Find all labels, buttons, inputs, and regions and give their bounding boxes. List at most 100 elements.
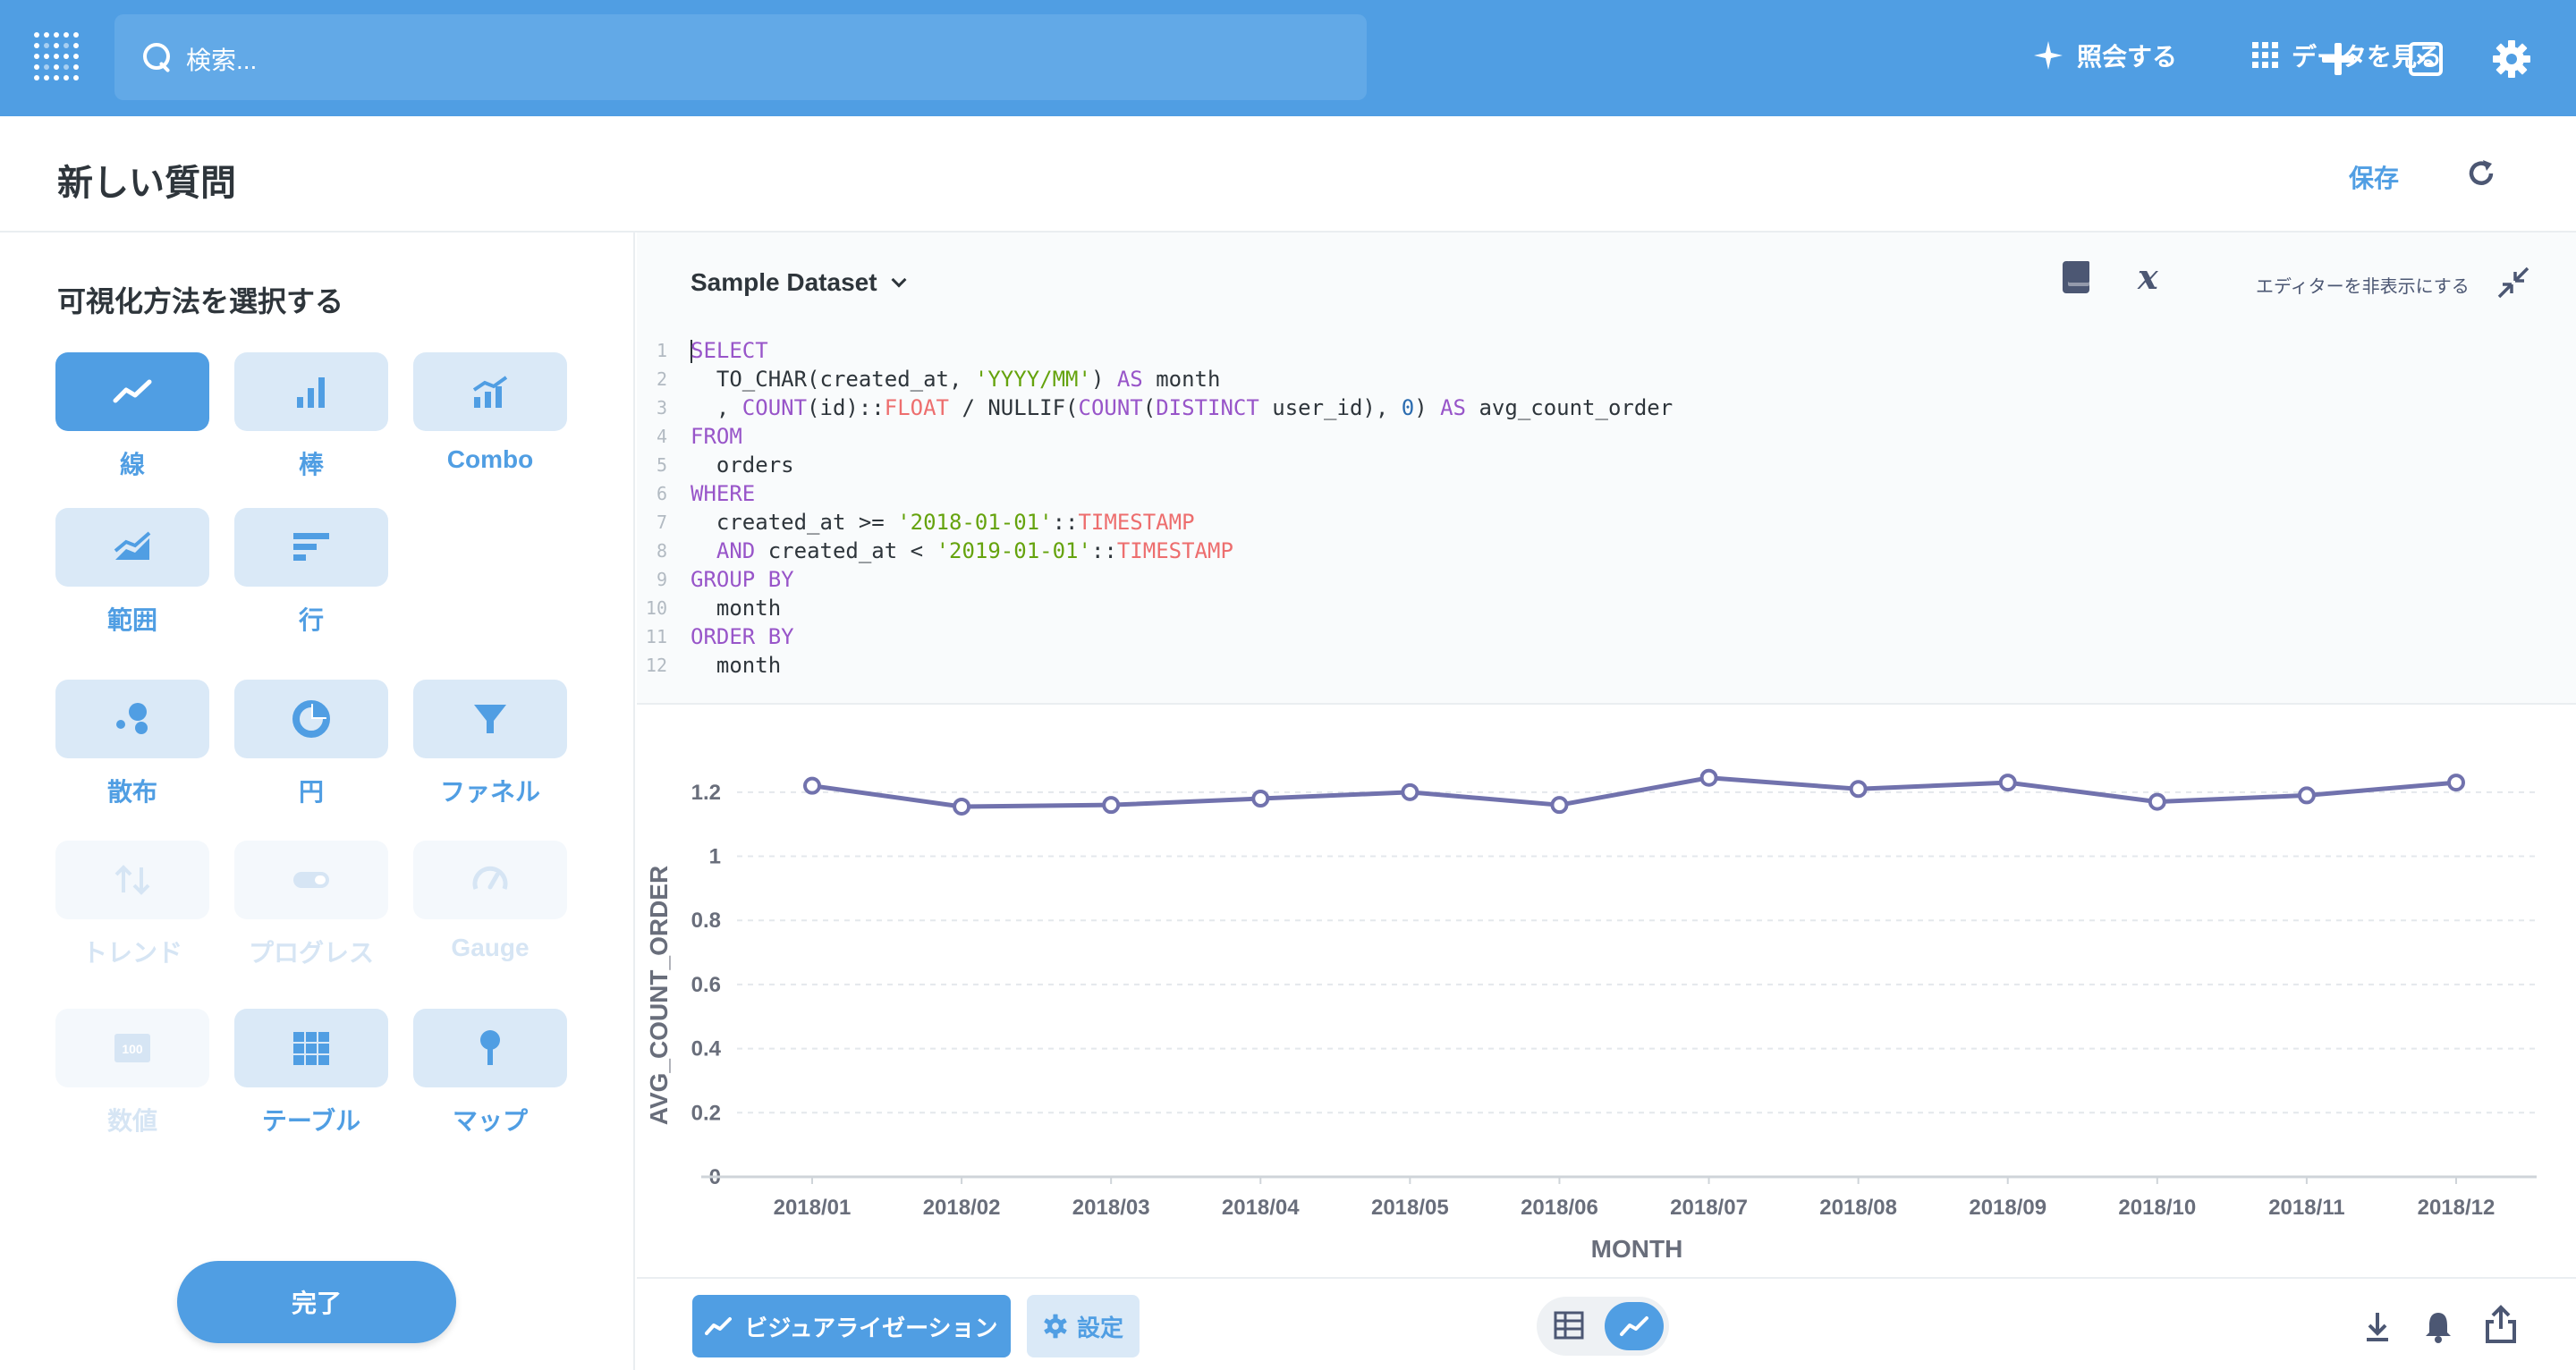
viz-option-button[interactable] (234, 1009, 388, 1087)
x-tick-label: 2018/06 (1521, 1196, 1598, 1220)
viz-option-button[interactable] (413, 1009, 567, 1087)
browse-data-button[interactable]: データを見る (2252, 38, 2442, 73)
code-line: AND created_at < '2019-01-01'::TIMESTAMP (716, 538, 1233, 563)
sql-editor-icon[interactable] (2408, 41, 2444, 77)
line-number: 8 (656, 540, 667, 562)
visualization-button[interactable]: ビジュアライゼーション (692, 1295, 1011, 1357)
viz-option: 100 数値 (55, 1009, 209, 1137)
table-view-icon[interactable] (1553, 1309, 1585, 1341)
code-line: TO_CHAR(created_at, 'YYYY/MM') AS month (691, 367, 1221, 392)
viz-option-button[interactable] (55, 680, 209, 758)
viz-option[interactable]: 行 (234, 508, 388, 637)
viz-option[interactable]: 範囲 (55, 508, 209, 637)
viz-option[interactable]: 散布 (55, 680, 209, 808)
gear-icon[interactable] (2492, 39, 2531, 79)
grid-dots-icon (2252, 42, 2278, 68)
data-reference-icon[interactable] (2059, 258, 2095, 297)
code-line: orders (691, 452, 794, 478)
data-point (1401, 782, 1419, 801)
bell-icon[interactable] (2422, 1309, 2454, 1345)
plus-icon[interactable] (2320, 41, 2356, 77)
data-point (1849, 780, 1868, 799)
y-tick-label: 0.6 (691, 973, 721, 997)
hide-editor-label[interactable]: エディターを非表示にする (2256, 277, 2470, 297)
viz-option-button[interactable] (413, 680, 567, 758)
line-number: 9 (656, 569, 667, 590)
x-axis-title: MONTH (1591, 1235, 1683, 1263)
data-point (1550, 796, 1569, 815)
viz-option[interactable]: Combo (413, 352, 567, 474)
x-tick-label: 2018/07 (1670, 1196, 1748, 1220)
chart-view-button[interactable] (1605, 1302, 1664, 1350)
sql-editor[interactable]: Sample Dataset x エディターを非表示にする 1 2 3 4 5 … (637, 233, 2576, 705)
y-axis-title: AVG_COUNT_ORDER (645, 866, 673, 1125)
viz-option[interactable]: テーブル (234, 1009, 388, 1137)
gear-icon (1044, 1314, 1067, 1339)
save-button[interactable]: 保存 (2349, 165, 2400, 192)
pie-icon (292, 699, 331, 739)
code-line: month (691, 653, 782, 678)
viz-option[interactable]: 円 (234, 680, 388, 808)
data-point (2297, 786, 2316, 805)
visualization-label: ビジュアライゼーション (744, 1314, 998, 1341)
line-number: 6 (656, 483, 667, 504)
scatter-icon (113, 701, 152, 737)
chevron-down-icon (891, 272, 907, 288)
viz-option-label: Gauge (451, 934, 530, 961)
settings-button[interactable]: 設定 (1027, 1295, 1140, 1357)
viz-option-label: トレンド (81, 939, 182, 967)
variables-icon[interactable]: x (2136, 259, 2174, 295)
viz-picker-sidebar: 可視化方法を選択する 線 棒 Combo 範囲 行散布 円 ファネル トレンド プログレス Gau… (0, 233, 635, 1370)
line-chart-icon (1620, 1316, 1648, 1336)
share-icon[interactable] (2483, 1304, 2519, 1345)
series-line (811, 775, 2457, 809)
download-icon[interactable] (2361, 1309, 2394, 1345)
x-tick-label: 2018/12 (2418, 1196, 2496, 1220)
svg-text:x: x (2137, 259, 2159, 295)
viz-option[interactable]: 棒 (234, 352, 388, 481)
viz-option[interactable]: ファネル (413, 680, 567, 808)
code-line: , COUNT(id)::FLOAT / NULLIF(COUNT(DISTIN… (691, 395, 1674, 420)
viz-option-button[interactable] (55, 508, 209, 587)
code-line: month (691, 596, 782, 621)
dataset-selector[interactable]: Sample Dataset (691, 268, 907, 297)
viz-option-button[interactable] (234, 508, 388, 587)
line-number: 1 (656, 340, 667, 361)
ask-question-button[interactable]: 照会する (2032, 38, 2177, 73)
x-tick-label: 2018/10 (2118, 1196, 2196, 1220)
code-line: SELECT (691, 338, 768, 363)
viz-option: トレンド (55, 841, 209, 969)
viz-option-button[interactable] (234, 352, 388, 431)
code-line: ORDER BY (691, 624, 794, 649)
viz-option-button: 100 (55, 1009, 209, 1087)
line-number: 2 (656, 368, 667, 390)
metabase-logo[interactable] (34, 32, 80, 84)
refresh-icon[interactable] (2465, 157, 2497, 190)
viz-option-label: テーブル (261, 1107, 361, 1135)
viz-option[interactable]: マップ (413, 1009, 567, 1137)
combo-chart-icon (470, 374, 510, 410)
line-number: 11 (645, 626, 667, 647)
x-tick-label: 2018/02 (923, 1196, 1001, 1220)
data-point (1998, 774, 2017, 792)
view-toggle[interactable] (1537, 1297, 1669, 1356)
viz-option-label: 棒 (298, 451, 324, 478)
dataset-name: Sample Dataset (691, 268, 877, 296)
viz-option-label: 散布 (106, 778, 157, 806)
viz-option-label: 範囲 (106, 606, 157, 634)
search-icon (143, 43, 172, 72)
viz-option-button[interactable] (55, 352, 209, 431)
done-button[interactable]: 完了 (177, 1261, 456, 1343)
viz-option-button[interactable] (234, 680, 388, 758)
progress-icon (292, 870, 331, 890)
viz-option[interactable]: 線 (55, 352, 209, 481)
y-tick-label: 1 (709, 845, 721, 869)
line-number: 10 (645, 597, 667, 619)
viz-option-button[interactable] (413, 352, 567, 431)
contract-icon[interactable] (2496, 265, 2531, 300)
viz-option-label: 円 (298, 778, 324, 806)
search-bar[interactable]: 検索... (114, 14, 1367, 100)
viz-option-button (234, 841, 388, 919)
area-chart-icon (112, 531, 153, 563)
settings-label: 設定 (1076, 1314, 1123, 1341)
